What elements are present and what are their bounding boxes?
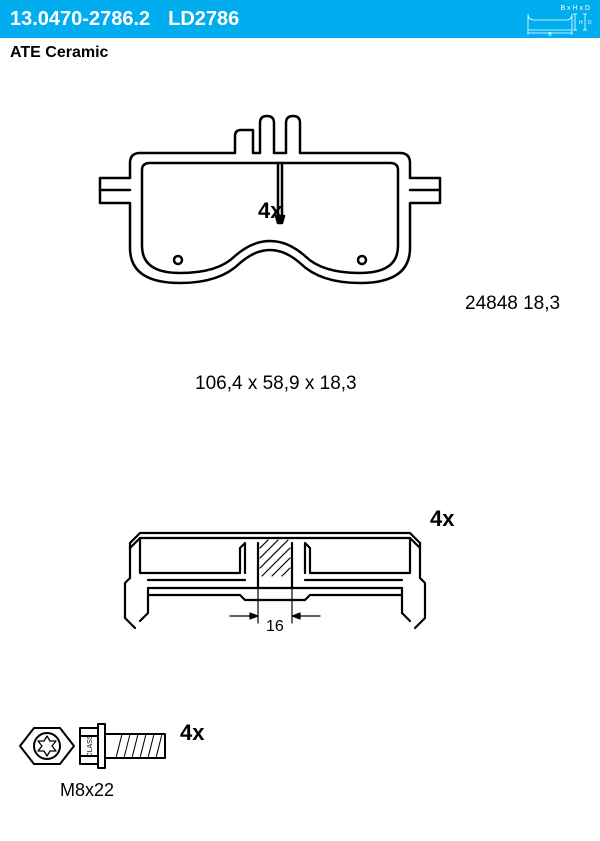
product-subtitle: ATE Ceramic [0,38,600,68]
svg-text:B: B [548,32,552,36]
bolt-qty: 4x [180,720,204,746]
bolt-spec: M8x22 [60,780,114,801]
part-number: 13.0470-2786.2 [10,8,150,31]
brake-pad-dimensions: 106,4 x 58,9 x 18,3 [195,373,357,395]
dim-legend-text: B x H x D [560,5,590,12]
technical-drawing: 4x 24848 18,3 106,4 x 58,9 x 18,3 [0,68,600,828]
brake-pad-ref: 24848 18,3 [465,293,560,315]
svg-text:H: H [579,20,583,26]
svg-text:CLASS: CLASS [87,734,94,757]
clip-width: 16 [266,618,284,636]
clip-drawing [100,488,460,668]
product-code: LD2786 [168,8,239,31]
clip-qty: 4x [430,506,454,532]
brake-pad-drawing [60,108,480,348]
svg-text:D: D [588,20,592,26]
dimension-legend-icon: B x H x D B H D [522,2,592,36]
brake-pad-qty: 4x [258,198,282,224]
header-bar: 13.0470-2786.2 LD2786 B x H x D B H D [0,0,600,38]
